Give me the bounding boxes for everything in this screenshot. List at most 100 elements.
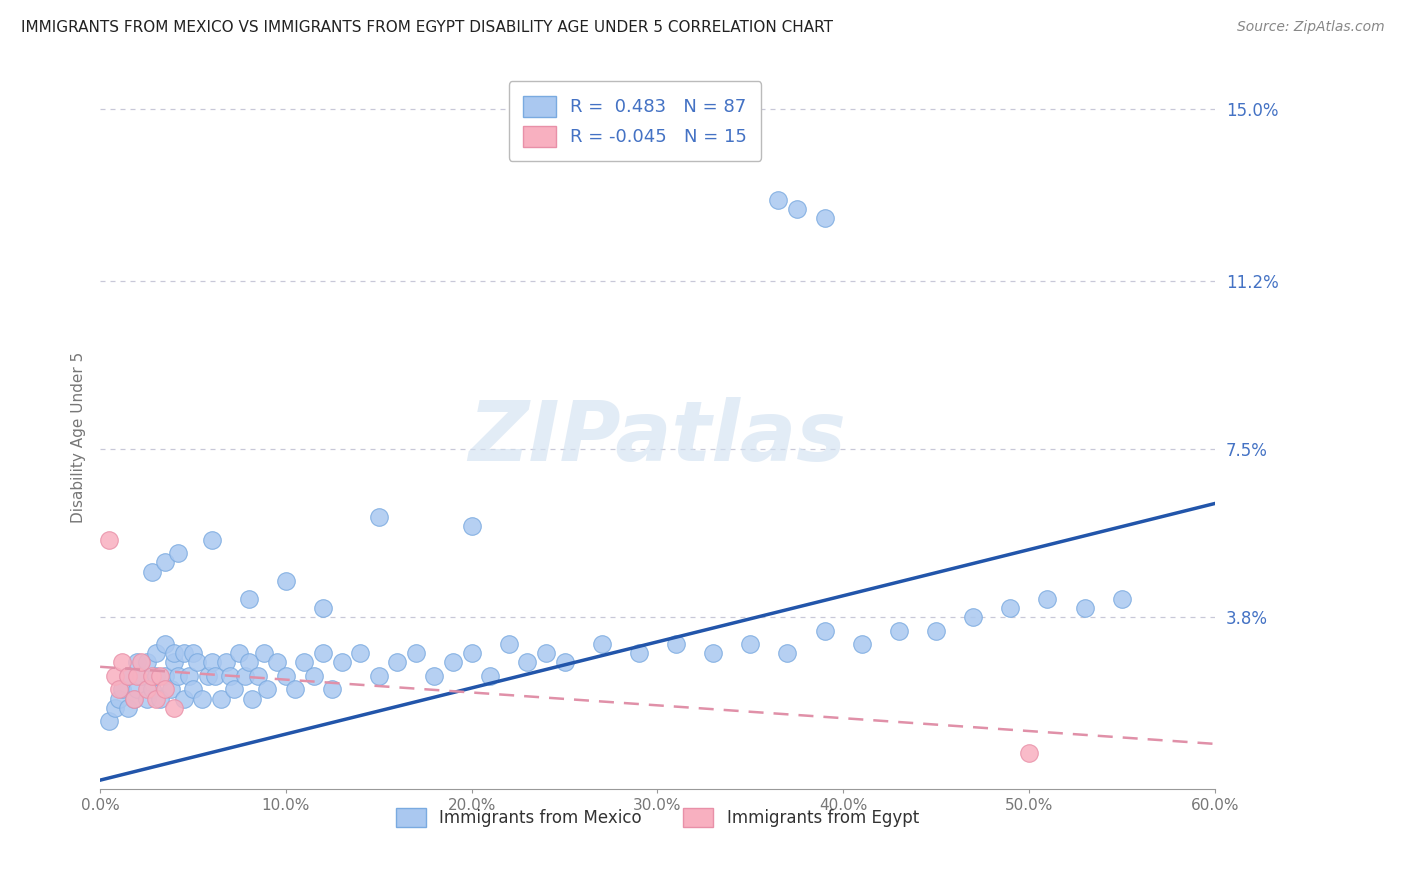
Legend: Immigrants from Mexico, Immigrants from Egypt: Immigrants from Mexico, Immigrants from …	[389, 801, 925, 834]
Point	[153, 669, 176, 683]
Point	[330, 655, 353, 669]
Point	[181, 646, 204, 660]
Point	[200, 655, 222, 669]
Point	[129, 669, 152, 683]
Point	[702, 646, 724, 660]
Point	[167, 546, 190, 560]
Point	[238, 591, 260, 606]
Point	[256, 682, 278, 697]
Point	[163, 700, 186, 714]
Point	[107, 682, 129, 697]
Point	[104, 700, 127, 714]
Point	[312, 600, 335, 615]
Point	[266, 655, 288, 669]
Point	[813, 624, 835, 638]
Point	[153, 556, 176, 570]
Point	[215, 655, 238, 669]
Point	[274, 574, 297, 588]
Point	[294, 655, 316, 669]
Point	[1036, 591, 1059, 606]
Point	[367, 669, 389, 683]
Point	[312, 646, 335, 660]
Point	[141, 565, 163, 579]
Point	[423, 669, 446, 683]
Point	[534, 646, 557, 660]
Point	[813, 211, 835, 225]
Point	[228, 646, 250, 660]
Point	[167, 669, 190, 683]
Text: Source: ZipAtlas.com: Source: ZipAtlas.com	[1237, 20, 1385, 34]
Y-axis label: Disability Age Under 5: Disability Age Under 5	[72, 352, 86, 524]
Point	[186, 655, 208, 669]
Point	[129, 655, 152, 669]
Point	[1000, 600, 1022, 615]
Point	[179, 669, 201, 683]
Point	[460, 519, 482, 533]
Point	[238, 655, 260, 669]
Point	[516, 655, 538, 669]
Point	[135, 655, 157, 669]
Point	[145, 691, 167, 706]
Point	[148, 669, 170, 683]
Point	[148, 691, 170, 706]
Point	[173, 691, 195, 706]
Point	[181, 682, 204, 697]
Point	[197, 669, 219, 683]
Point	[219, 669, 242, 683]
Point	[145, 646, 167, 660]
Point	[786, 202, 808, 216]
Point	[173, 646, 195, 660]
Point	[242, 691, 264, 706]
Point	[851, 637, 873, 651]
Point	[98, 533, 121, 547]
Point	[104, 669, 127, 683]
Point	[1018, 746, 1040, 760]
Point	[591, 637, 613, 651]
Point	[117, 700, 139, 714]
Text: IMMIGRANTS FROM MEXICO VS IMMIGRANTS FROM EGYPT DISABILITY AGE UNDER 5 CORRELATI: IMMIGRANTS FROM MEXICO VS IMMIGRANTS FRO…	[21, 20, 834, 35]
Point	[204, 669, 226, 683]
Point	[498, 637, 520, 651]
Point	[117, 669, 139, 683]
Point	[222, 682, 245, 697]
Point	[163, 655, 186, 669]
Point	[98, 714, 121, 729]
Point	[145, 669, 167, 683]
Point	[766, 193, 789, 207]
Point	[887, 624, 910, 638]
Point	[163, 646, 186, 660]
Point	[159, 682, 181, 697]
Point	[127, 682, 149, 697]
Point	[135, 691, 157, 706]
Point	[111, 682, 134, 697]
Point	[302, 669, 325, 683]
Point	[153, 637, 176, 651]
Point	[209, 691, 232, 706]
Point	[247, 669, 270, 683]
Point	[141, 682, 163, 697]
Point	[1073, 600, 1095, 615]
Point	[252, 646, 274, 660]
Point	[191, 691, 214, 706]
Point	[111, 655, 134, 669]
Point	[460, 646, 482, 660]
Point	[153, 682, 176, 697]
Point	[962, 610, 984, 624]
Point	[627, 646, 650, 660]
Point	[233, 669, 256, 683]
Point	[554, 655, 576, 669]
Point	[127, 669, 149, 683]
Point	[122, 691, 145, 706]
Point	[367, 510, 389, 524]
Point	[441, 655, 464, 669]
Point	[776, 646, 799, 660]
Point	[284, 682, 307, 697]
Point	[122, 691, 145, 706]
Point	[405, 646, 427, 660]
Point	[117, 669, 139, 683]
Point	[127, 655, 149, 669]
Point	[107, 691, 129, 706]
Point	[479, 669, 502, 683]
Point	[1111, 591, 1133, 606]
Point	[141, 669, 163, 683]
